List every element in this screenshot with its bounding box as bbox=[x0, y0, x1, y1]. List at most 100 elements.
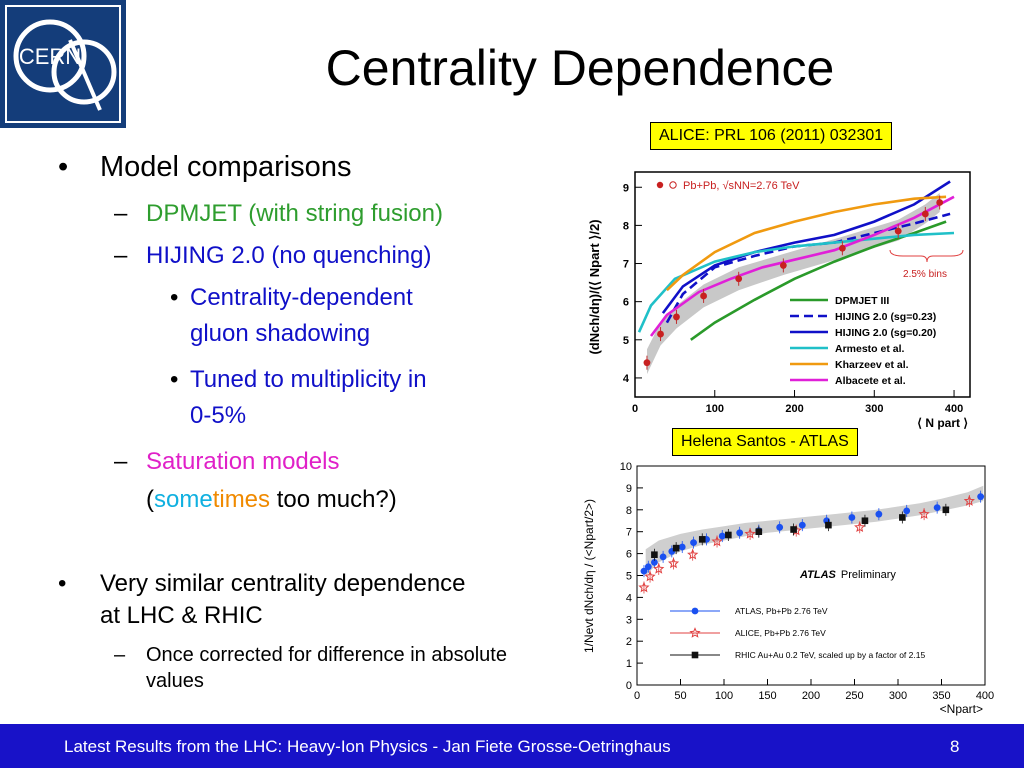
data-point bbox=[735, 275, 743, 283]
x-tick-label: 300 bbox=[865, 403, 883, 415]
y-tick-label: 2 bbox=[626, 636, 632, 648]
paren-open: ( bbox=[146, 486, 154, 513]
data-point bbox=[657, 330, 664, 338]
legend-label: DPMJET III bbox=[835, 295, 889, 307]
bullet-tuned-line2: 0-5% bbox=[190, 402, 247, 429]
legend-label: Kharzeev et al. bbox=[835, 359, 909, 371]
bins-brace bbox=[889, 249, 964, 263]
bullet-gluon-shadowing-line2: gluon shadowing bbox=[190, 320, 371, 347]
legend-label: Albacete et al. bbox=[835, 375, 906, 387]
x-tick-label: 100 bbox=[715, 690, 733, 702]
legend-label: HIJING 2.0 (sg=0.20) bbox=[835, 327, 936, 339]
legend-marker-filled bbox=[656, 181, 664, 189]
page-number: 8 bbox=[950, 737, 960, 756]
legend-label: ALICE, Pb+Pb 2.76 TeV bbox=[735, 628, 826, 638]
data-point bbox=[838, 244, 846, 252]
series-line-kharzeev-et-al- bbox=[666, 195, 947, 292]
dash-marker: – bbox=[114, 242, 128, 269]
bullet-model-comparisons: Model comparisons bbox=[100, 151, 352, 183]
bullet-similar-line1: Very similar centrality dependence bbox=[100, 570, 466, 597]
atlas-label-rest: Preliminary bbox=[841, 569, 897, 581]
bullet-marker: • bbox=[170, 284, 179, 311]
data-marker-star bbox=[854, 521, 866, 533]
cern-logo-text: CERN bbox=[19, 44, 81, 69]
x-tick-label: 150 bbox=[758, 690, 776, 702]
bullet-corrected-line1: Once corrected for difference in absolut… bbox=[146, 644, 507, 666]
legend-title: Pb+Pb, √sNN=2.76 TeV bbox=[683, 180, 800, 192]
bullet-marker: • bbox=[58, 570, 67, 597]
x-tick-label: 200 bbox=[785, 403, 803, 415]
y-tick-label: 3 bbox=[626, 614, 632, 626]
data-marker-star bbox=[638, 581, 650, 593]
y-axis-label: (dNch/dη)/(⟨ Npart ⟩/2) bbox=[587, 219, 602, 354]
dash-marker: – bbox=[114, 200, 128, 227]
data-marker-circle bbox=[798, 521, 806, 529]
x-tick-label: 0 bbox=[634, 690, 640, 702]
y-tick-label: 8 bbox=[626, 505, 632, 517]
legend-marker-open bbox=[669, 181, 677, 189]
data-marker-star bbox=[687, 548, 699, 560]
data-marker-star bbox=[918, 508, 930, 519]
alice-chart: 0 100 200 300 400 4 5 6 7 8 9 (dNch/dη)/(⟨ Npart ⟩/… bbox=[587, 171, 971, 430]
data-marker-circle bbox=[875, 510, 883, 518]
bullet-marker: • bbox=[170, 366, 179, 393]
data-marker-star bbox=[689, 627, 701, 638]
y-tick-label: 5 bbox=[626, 571, 632, 583]
data-marker-star bbox=[963, 495, 975, 506]
data-marker-square bbox=[825, 521, 832, 529]
data-point bbox=[643, 359, 651, 367]
data-marker-square bbox=[672, 544, 680, 552]
systematic-band bbox=[645, 485, 984, 576]
x-tick-label: 300 bbox=[889, 690, 907, 702]
series-line-albacete-et-al- bbox=[649, 195, 955, 337]
x-tick-label: 400 bbox=[945, 403, 963, 415]
data-marker-star bbox=[667, 557, 680, 569]
data-marker-circle bbox=[651, 558, 658, 566]
bullet-sometimes: (sometimes too much?) bbox=[146, 486, 397, 514]
x-axis-label: <Npart> bbox=[940, 702, 983, 716]
footer-text: Latest Results from the LHC: Heavy-Ion P… bbox=[64, 737, 671, 756]
data-marker-star bbox=[744, 527, 756, 539]
page-title: Centrality Dependence bbox=[325, 40, 835, 96]
data-marker-circle bbox=[640, 567, 648, 575]
legend-label: ATLAS, Pb+Pb 2.76 TeV bbox=[735, 606, 828, 616]
data-marker-square bbox=[790, 526, 797, 533]
data-marker-square bbox=[861, 517, 869, 525]
word-rest: too much?) bbox=[270, 486, 397, 513]
bullet-marker: • bbox=[58, 151, 69, 183]
bullet-saturation: Saturation models bbox=[146, 448, 340, 475]
y-tick-label: 6 bbox=[623, 297, 629, 309]
data-marker-star bbox=[653, 562, 665, 574]
data-marker-circle bbox=[678, 543, 686, 551]
data-marker-square bbox=[942, 506, 950, 514]
data-marker-circle bbox=[718, 532, 726, 540]
data-point bbox=[936, 199, 944, 206]
alice-reference-tag: ALICE: PRL 106 (2011) 032301 bbox=[650, 122, 893, 150]
plot-frame bbox=[634, 171, 971, 398]
footer-bar: Latest Results from the LHC: Heavy-Ion P… bbox=[0, 724, 1024, 768]
data-marker-star bbox=[711, 535, 723, 547]
atlas-preliminary-label: ATLAS Preliminary bbox=[799, 569, 896, 581]
x-tick-label: 200 bbox=[802, 690, 820, 702]
data-marker-star bbox=[644, 570, 656, 582]
data-marker-circle bbox=[977, 493, 985, 501]
word-times: times bbox=[212, 486, 271, 513]
data-point bbox=[894, 227, 902, 235]
dash-marker: – bbox=[114, 448, 128, 475]
word-some: some bbox=[154, 486, 213, 513]
data-point bbox=[700, 292, 707, 300]
bullet-hijing: HIJING 2.0 (no quenching) bbox=[146, 242, 432, 269]
data-marker-circle bbox=[933, 504, 941, 512]
data-marker-square bbox=[755, 528, 763, 535]
y-tick-label: 7 bbox=[623, 259, 629, 271]
atlas-credit-tag: Helena Santos - ATLAS bbox=[672, 428, 858, 456]
x-tick-label: 100 bbox=[706, 403, 724, 415]
y-tick-label: 9 bbox=[623, 182, 629, 194]
legend-label: RHIC Au+Au 0.2 TeV, scaled up by a facto… bbox=[735, 650, 925, 660]
atlas-chart: 0 50 100 150 200 250 300 350 400 0 1 2 3 4 5 6 7 8 9 10 1/Ne… bbox=[582, 461, 994, 716]
x-tick-label: 350 bbox=[932, 690, 950, 702]
y-tick-label: 0 bbox=[626, 680, 632, 692]
series-line-hijing-2-0-sg-0-20- bbox=[661, 180, 951, 314]
y-tick-label: 6 bbox=[626, 549, 632, 561]
y-tick-label: 10 bbox=[620, 461, 632, 473]
